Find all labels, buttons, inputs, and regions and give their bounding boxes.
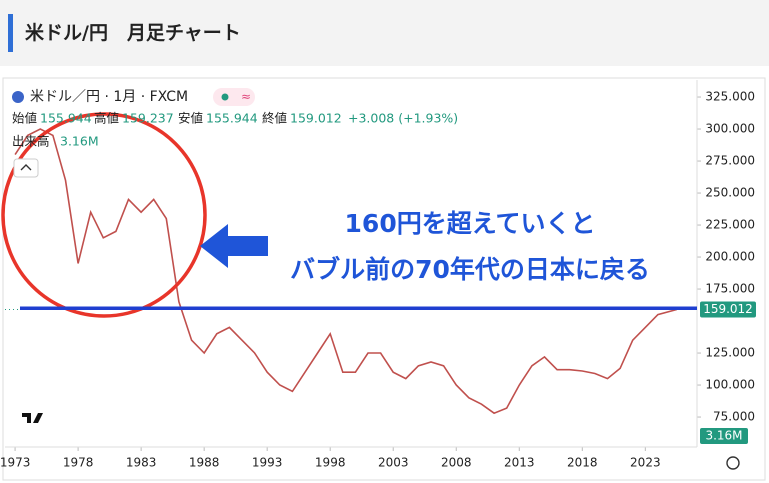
legend-close-label: 終値 (262, 111, 287, 126)
x-tick-label: 1993 (252, 456, 283, 470)
volume-tag-label: 3.16M (705, 429, 742, 443)
chart-frame (2, 77, 766, 481)
legend-open: 155.944 (40, 111, 92, 126)
x-tick-label: 1988 (189, 456, 220, 470)
last-price-label: 159.012 (703, 302, 753, 316)
y-tick-label: 225.000 (705, 218, 755, 232)
page-title: 米ドル/円 月足チャート (8, 14, 241, 52)
legend-volume-label: 出来高 (12, 134, 50, 149)
y-tick-label: 125.000 (705, 346, 755, 360)
y-tick-label: 250.000 (705, 186, 755, 200)
legend-change: +3.008 (+1.93%) (348, 111, 458, 126)
price-line (14, 128, 678, 415)
last-price-tag (700, 301, 756, 318)
legend-open-label: 始値 (12, 111, 37, 126)
y-tick-label: 300.000 (705, 122, 755, 136)
x-tick-label: 1978 (63, 456, 94, 470)
y-tick-label: 275.000 (705, 154, 755, 168)
x-tick-label: 1983 (126, 456, 157, 470)
y-tick-label: 100.000 (705, 378, 755, 392)
legend-volume: 3.16M (60, 134, 99, 149)
legend-close: 159.012 (290, 111, 342, 126)
status-dot (221, 93, 229, 101)
annotation: バブル前の70年代の日本に戻る (290, 255, 650, 284)
legend-high: 159.237 (122, 111, 174, 126)
logo-mark (22, 413, 43, 423)
y-tick-label: 325.000 (705, 90, 755, 104)
flag-icon (12, 91, 24, 103)
legend-high-label: 高値 (94, 111, 119, 126)
highlight-circle (1, 112, 207, 318)
settings-icon[interactable] (726, 456, 740, 470)
x-tick-label: 2013 (504, 456, 535, 470)
status-icon: ≈ (241, 90, 251, 104)
x-tick-label: 1998 (315, 456, 346, 470)
y-tick-label: 75.000 (713, 410, 755, 424)
header: 米ドル/円 月足チャート (0, 0, 769, 66)
legend-low: 155.944 (206, 111, 258, 126)
logo (18, 405, 48, 431)
volume-tag (700, 428, 748, 444)
status-pill (213, 88, 255, 106)
collapse-icon (20, 164, 32, 171)
x-tick-label: 2023 (630, 456, 661, 470)
x-tick-label: 2018 (567, 456, 598, 470)
legend-low-label: 安値 (178, 111, 203, 126)
annotation: 160円を超えていくと (345, 209, 596, 238)
symbol: 米ドル／円 · 1月 · FXCM (30, 89, 188, 105)
y-tick-label: 175.000 (705, 282, 755, 296)
arrow (200, 224, 268, 268)
x-tick-label: 1973 (0, 456, 30, 470)
x-tick-label: 2003 (378, 456, 409, 470)
collapse-button[interactable] (13, 158, 39, 178)
x-tick-label: 2008 (441, 456, 472, 470)
y-tick-label: 200.000 (705, 250, 755, 264)
